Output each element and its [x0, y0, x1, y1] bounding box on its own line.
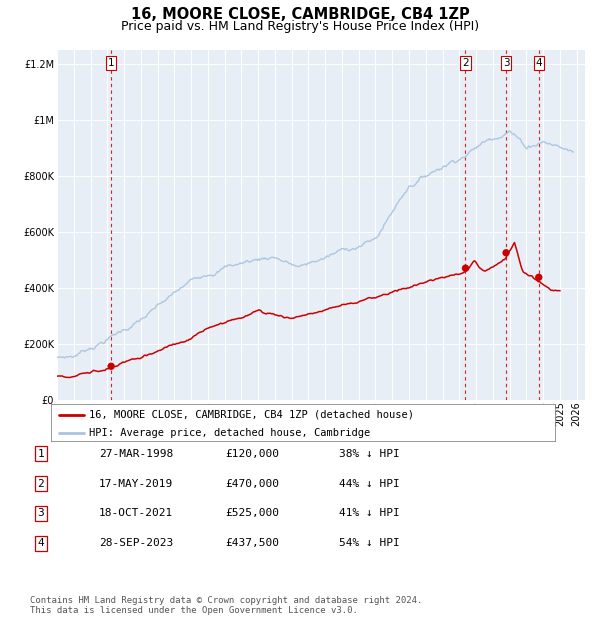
Point	[106, 361, 116, 371]
Text: 18-OCT-2021: 18-OCT-2021	[99, 508, 173, 518]
Text: 16, MOORE CLOSE, CAMBRIDGE, CB4 1ZP: 16, MOORE CLOSE, CAMBRIDGE, CB4 1ZP	[131, 7, 469, 22]
Point	[461, 264, 470, 273]
Text: 28-SEP-2023: 28-SEP-2023	[99, 538, 173, 548]
Text: £120,000: £120,000	[225, 449, 279, 459]
Text: 44% ↓ HPI: 44% ↓ HPI	[339, 479, 400, 489]
Text: HPI: Average price, detached house, Cambridge: HPI: Average price, detached house, Camb…	[89, 428, 370, 438]
Text: Contains HM Land Registry data © Crown copyright and database right 2024.
This d: Contains HM Land Registry data © Crown c…	[30, 596, 422, 615]
Text: £525,000: £525,000	[225, 508, 279, 518]
Text: Price paid vs. HM Land Registry's House Price Index (HPI): Price paid vs. HM Land Registry's House …	[121, 20, 479, 33]
Point	[501, 248, 511, 258]
Point	[534, 272, 544, 282]
Text: 2: 2	[462, 58, 469, 68]
Text: 3: 3	[503, 58, 509, 68]
Text: 54% ↓ HPI: 54% ↓ HPI	[339, 538, 400, 548]
Text: 16, MOORE CLOSE, CAMBRIDGE, CB4 1ZP (detached house): 16, MOORE CLOSE, CAMBRIDGE, CB4 1ZP (det…	[89, 410, 414, 420]
Text: 3: 3	[37, 508, 44, 518]
Text: 1: 1	[37, 449, 44, 459]
Text: 4: 4	[535, 58, 542, 68]
Text: £470,000: £470,000	[225, 479, 279, 489]
Text: 17-MAY-2019: 17-MAY-2019	[99, 479, 173, 489]
Text: £437,500: £437,500	[225, 538, 279, 548]
Text: 27-MAR-1998: 27-MAR-1998	[99, 449, 173, 459]
Text: 38% ↓ HPI: 38% ↓ HPI	[339, 449, 400, 459]
Text: 4: 4	[37, 538, 44, 548]
Text: 1: 1	[108, 58, 115, 68]
Text: 2: 2	[37, 479, 44, 489]
Text: 41% ↓ HPI: 41% ↓ HPI	[339, 508, 400, 518]
